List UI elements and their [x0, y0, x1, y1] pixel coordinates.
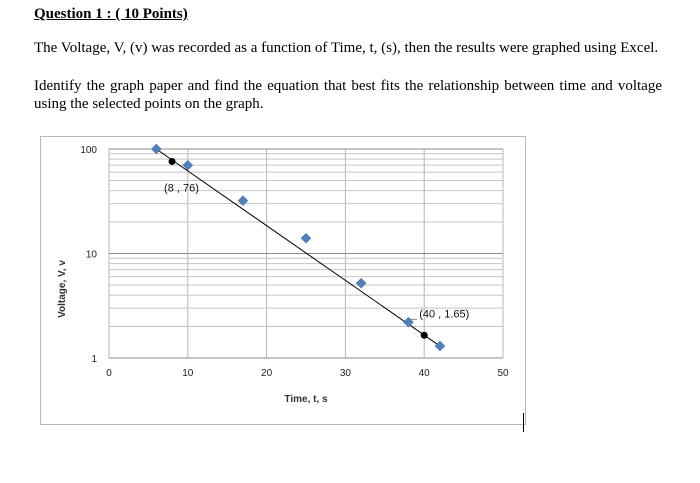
data-point [403, 316, 414, 328]
data-point [182, 159, 194, 171]
x-tick-label: 30 [340, 368, 352, 379]
y-tick-label: 1 [91, 354, 97, 365]
selected-point [420, 331, 428, 339]
y-tick-label: 10 [86, 250, 98, 261]
x-tick-label: 20 [261, 368, 273, 379]
data-point [237, 195, 249, 207]
y-tick-label: 100 [80, 145, 97, 156]
selected-point-label: (8 , 76) [164, 182, 199, 194]
x-tick-label: 50 [497, 368, 509, 379]
voltage-time-chart: 0 10 20 30 40 50 1 10 100 (8 , 76) (40 , 1.65) Ti… [57, 143, 509, 405]
chart-frame: 0 10 20 30 40 50 1 10 100 (8 , 76) (40 , 1.65) Ti… [40, 136, 526, 425]
y-axis-label: Voltage, V, v [57, 260, 68, 318]
chart-ticks: 0 10 20 30 40 50 1 10 100 [80, 145, 509, 379]
question-paragraph-1: The Voltage, V, (v) was recorded as a fu… [34, 40, 659, 56]
data-point [150, 143, 162, 155]
chart-marks: (8 , 76) (40 , 1.65) [150, 143, 469, 352]
x-tick-label: 0 [106, 368, 112, 379]
x-tick-label: 40 [419, 368, 431, 379]
chart-grid [108, 148, 504, 359]
trendline [155, 148, 441, 347]
data-point [434, 340, 446, 352]
x-axis-label: Time, t, s [284, 394, 328, 405]
x-tick-label: 10 [182, 368, 194, 379]
selected-point-label: (40 , 1.65) [419, 308, 469, 320]
data-point [355, 277, 367, 289]
text-cursor [523, 413, 524, 432]
selected-point [168, 157, 176, 165]
data-point [300, 232, 312, 244]
question-paragraph-2: Identify the graph paper and find the eq… [34, 78, 662, 112]
question-title: Question 1 : ( 10 Points) [34, 6, 188, 22]
